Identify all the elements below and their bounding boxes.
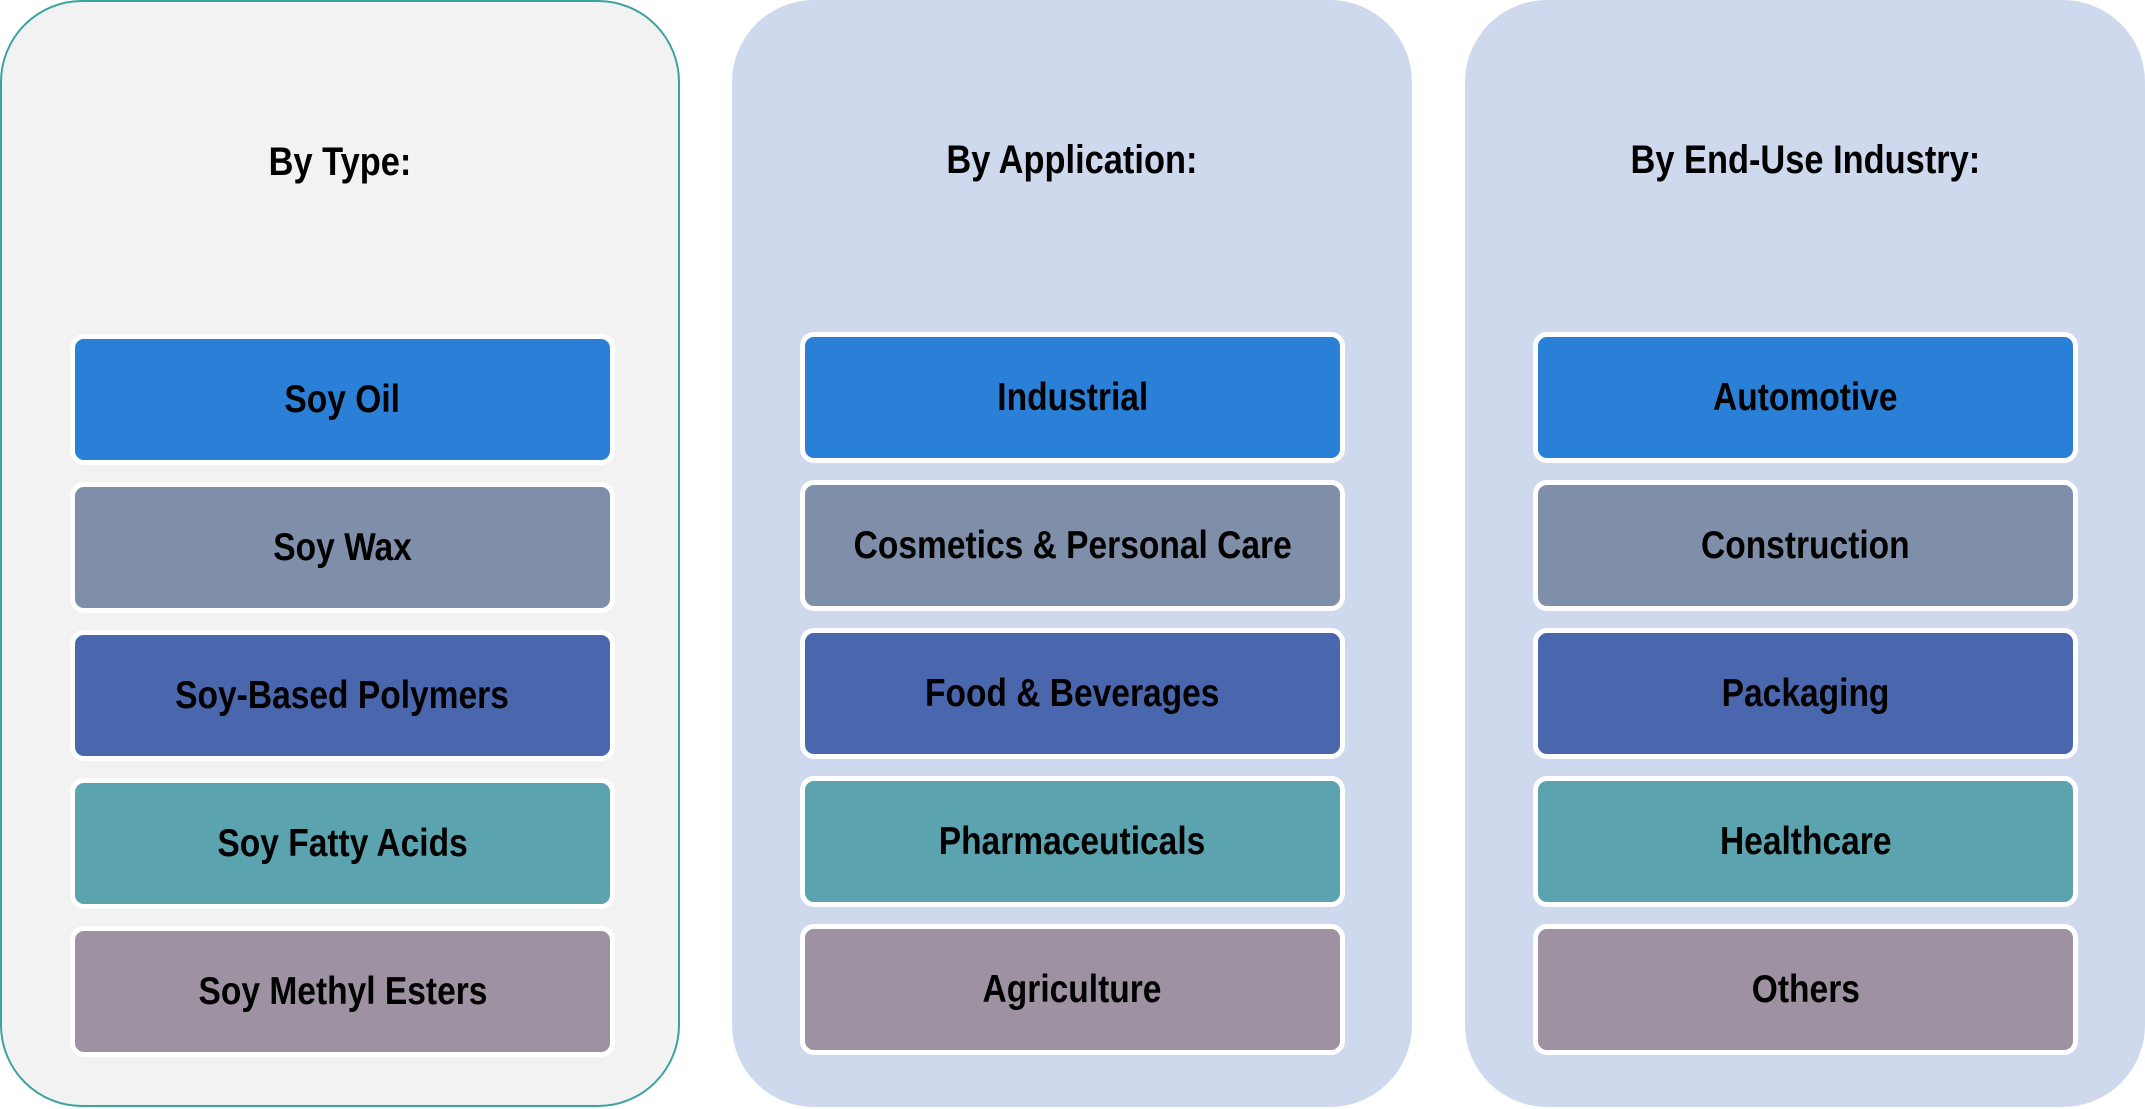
- segment-box: Soy Wax: [70, 482, 615, 613]
- segment-label: Healthcare: [1719, 819, 1892, 863]
- segment-label: Construction: [1701, 523, 1910, 567]
- segment-box: Construction: [1533, 480, 2078, 611]
- segment-label: Packaging: [1721, 671, 1890, 715]
- segment-label: Soy-Based Polymers: [175, 673, 510, 717]
- segment-box: Food & Beverages: [800, 628, 1345, 759]
- segment-label: Soy Methyl Esters: [198, 969, 487, 1013]
- segment-box: Cosmetics & Personal Care: [800, 480, 1345, 611]
- segment-box: Automotive: [1533, 332, 2078, 463]
- segment-box: Agriculture: [800, 924, 1345, 1055]
- segment-box: Packaging: [1533, 628, 2078, 759]
- segment-label: Pharmaceuticals: [939, 819, 1206, 863]
- segment-box: Pharmaceuticals: [800, 776, 1345, 907]
- segment-box: Healthcare: [1533, 776, 2078, 907]
- segment-label: Agriculture: [983, 967, 1162, 1011]
- segment-label: Food & Beverages: [925, 671, 1220, 715]
- segment-label: Industrial: [997, 375, 1148, 419]
- segment-box: Soy-Based Polymers: [70, 630, 615, 761]
- segment-label: Soy Oil: [284, 377, 401, 421]
- segment-label: Automotive: [1713, 375, 1898, 419]
- panel-by-application: By Application: Industrial Cosmetics & Per…: [732, 0, 1412, 1107]
- segment-label: Others: [1751, 967, 1860, 1011]
- segment-box: Soy Fatty Acids: [70, 778, 615, 909]
- segment-box: Soy Methyl Esters: [70, 926, 615, 1057]
- segment-box: Others: [1533, 924, 2078, 1055]
- segment-box: Soy Oil: [70, 334, 615, 465]
- segment-label: Soy Wax: [273, 525, 412, 569]
- panel-title: By Type:: [268, 140, 412, 184]
- segment-box: Industrial: [800, 332, 1345, 463]
- panel-by-type: By Type: Soy Oil Soy Wax Soy-Based Polymers…: [0, 0, 680, 1107]
- panel-title: By End-Use Industry:: [1630, 138, 1980, 182]
- panel-title: By Application:: [946, 138, 1198, 182]
- segment-label: Soy Fatty Acids: [217, 821, 468, 865]
- panel-by-end-use-industry: By End-Use Industry: Automotive Constructi…: [1465, 0, 2145, 1107]
- segment-label: Cosmetics & Personal Care: [853, 523, 1292, 567]
